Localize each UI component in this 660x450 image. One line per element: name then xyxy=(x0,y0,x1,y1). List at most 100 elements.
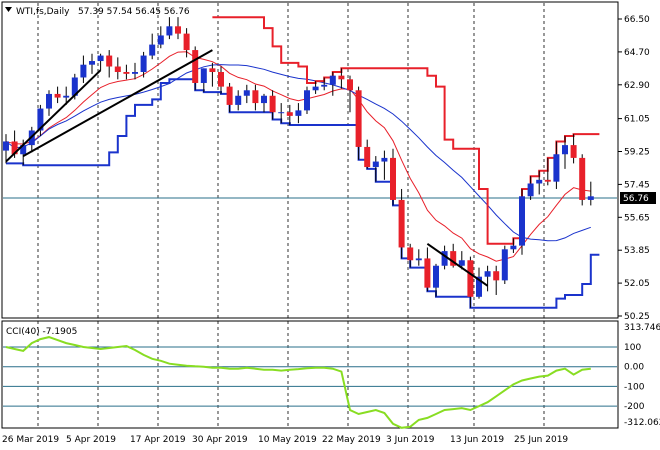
candle-body-bear xyxy=(579,157,586,200)
time-tick-label: 17 Apr 2019 xyxy=(130,435,186,445)
candle xyxy=(132,62,138,80)
overlay-lines xyxy=(5,16,600,309)
candle-body-bear xyxy=(407,247,414,261)
candle-body-bear xyxy=(183,33,190,51)
candle xyxy=(381,150,388,180)
candle xyxy=(527,176,534,200)
time-tick-label: 3 Jun 2019 xyxy=(386,435,435,445)
cci-tick-label: 0.00 xyxy=(624,363,644,373)
candle xyxy=(553,141,560,189)
time-tick-label: 30 Apr 2019 xyxy=(192,435,248,445)
candle xyxy=(476,267,482,299)
candle-body-bear xyxy=(209,68,216,73)
candle-body-bull xyxy=(200,68,207,83)
candle xyxy=(570,134,577,164)
candle-body-bull xyxy=(553,154,560,182)
candle-body-bull xyxy=(312,86,319,91)
candle xyxy=(458,251,465,270)
candle xyxy=(243,84,250,104)
candle xyxy=(106,50,113,78)
trend-line-1 xyxy=(5,69,102,163)
candles xyxy=(3,17,594,308)
indicator-panel-frame xyxy=(1,320,619,429)
candle-body-bull xyxy=(80,64,87,78)
candle-body-bull xyxy=(97,55,104,62)
candle-body-bull xyxy=(295,110,302,116)
candle-body-bull xyxy=(235,95,242,105)
candle xyxy=(123,64,130,80)
candle-body-bear xyxy=(398,199,405,248)
candle xyxy=(286,104,293,126)
candle-body-bear xyxy=(450,251,457,266)
candle xyxy=(587,181,594,206)
candle-body-bear xyxy=(544,179,551,182)
candle xyxy=(450,243,457,268)
cci-label: CCI(40) -7.1905 xyxy=(6,327,77,337)
candle-body-bull xyxy=(157,35,164,45)
cci-scale: 313.746 100 0.00 -100 -200 -312.062 xyxy=(624,323,660,428)
candle xyxy=(166,17,173,40)
candle-body-bear xyxy=(493,271,500,281)
symbol-dropdown-icon[interactable] xyxy=(5,7,12,12)
candle xyxy=(493,265,500,295)
candle-body-bear xyxy=(114,66,121,73)
candle xyxy=(407,243,414,268)
candle xyxy=(192,46,199,91)
candle xyxy=(175,17,181,40)
candle-body-bull xyxy=(458,260,465,266)
candle-body-bear xyxy=(338,75,345,80)
candle-body-bull xyxy=(46,93,52,109)
candle xyxy=(544,157,551,186)
candle xyxy=(218,66,224,94)
candle xyxy=(89,53,95,74)
candle-body-bear xyxy=(286,112,293,116)
candle xyxy=(536,170,543,195)
candle-body-bull xyxy=(261,95,267,104)
candle xyxy=(183,28,190,58)
candle-body-bull xyxy=(37,108,44,131)
price-tick-label: 66.50 xyxy=(624,15,650,25)
candle xyxy=(579,154,586,206)
time-tick-label: 22 May 2019 xyxy=(322,435,381,445)
price-tick-label: 55.65 xyxy=(624,213,650,223)
candle xyxy=(140,51,147,78)
cci-tick-label: 313.746 xyxy=(624,323,660,333)
candle xyxy=(433,263,439,297)
candle-body-bull xyxy=(20,145,27,155)
candle xyxy=(97,53,104,71)
candle xyxy=(114,57,121,80)
current-price-label: 56.76 xyxy=(623,194,649,204)
candle-body-bull xyxy=(562,145,568,155)
candle xyxy=(398,188,405,259)
price-panel-frame xyxy=(1,1,619,319)
candle-body-bull xyxy=(89,61,95,65)
candle-body-bear xyxy=(355,90,362,147)
time-tick-label: 25 Jun 2019 xyxy=(514,435,568,445)
candle-body-bull xyxy=(243,90,250,96)
candle-body-bear xyxy=(106,55,113,67)
candle-body-bull xyxy=(321,84,328,87)
candle-body-bear xyxy=(54,93,61,98)
candle-body-bull xyxy=(71,77,78,96)
price-scale: 66.50 64.70 62.90 61.05 59.25 57.45 55.65 53.85… xyxy=(618,15,650,322)
candle xyxy=(364,139,371,169)
ema-fast-line xyxy=(5,51,591,262)
time-tick-label: 26 Mar 2019 xyxy=(2,435,59,445)
candle-body-bear xyxy=(347,79,353,91)
candle xyxy=(347,75,353,113)
candle-body-bull xyxy=(501,249,508,281)
candle-body-bull xyxy=(587,196,594,200)
cci-tick-label: -312.062 xyxy=(624,418,660,428)
candle-body-bear xyxy=(364,146,371,168)
candle xyxy=(235,90,242,111)
candle-body-bull xyxy=(166,26,173,36)
candle-body-bear xyxy=(226,86,233,105)
price-tick-label: 64.70 xyxy=(624,48,650,58)
candle-body-bear xyxy=(570,145,577,158)
candle-body-bull xyxy=(433,265,439,288)
candle xyxy=(467,256,474,308)
candle-body-bull xyxy=(372,161,379,168)
candle-body-bull xyxy=(510,245,517,250)
candle-body-bear xyxy=(252,90,259,104)
